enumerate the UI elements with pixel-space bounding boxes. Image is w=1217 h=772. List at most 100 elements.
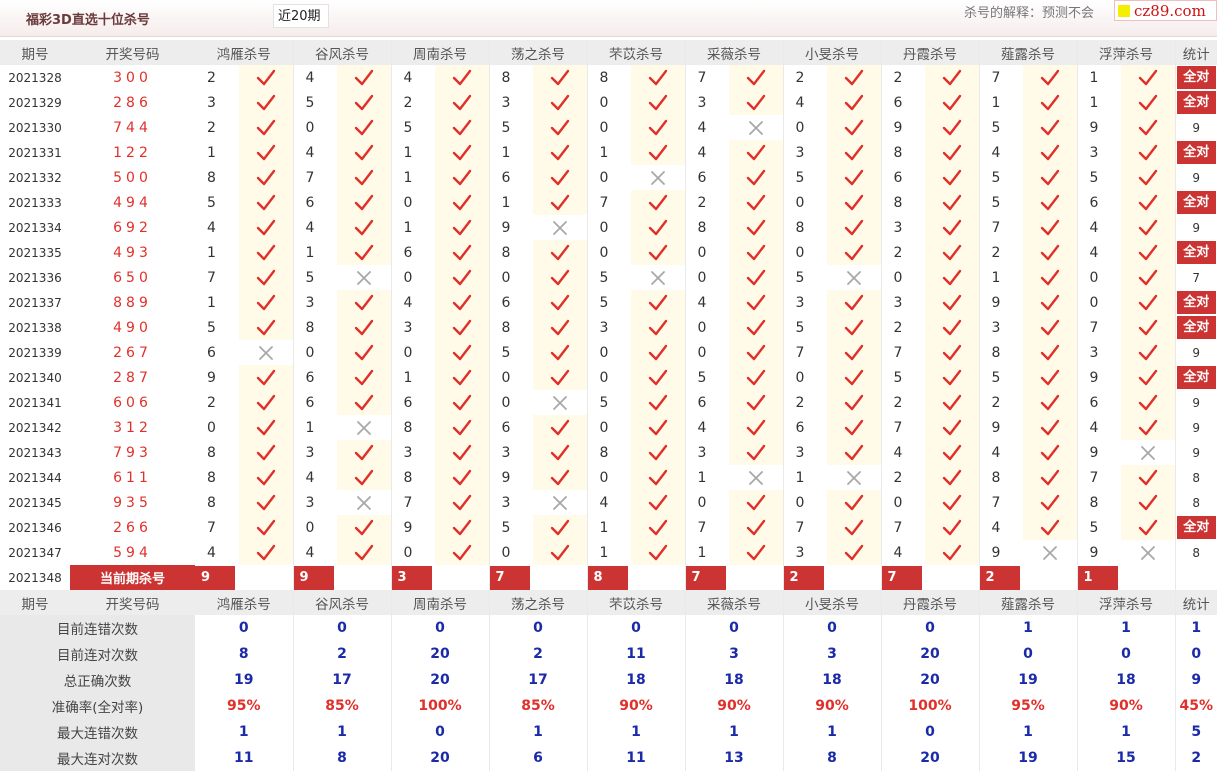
kill-number: 1: [390, 165, 435, 190]
hit-mark: [631, 390, 685, 415]
summary-value: 1: [238, 724, 249, 740]
hit-mark: [239, 290, 293, 315]
kill-number: 1: [782, 465, 827, 490]
kill-number: 1: [1076, 90, 1121, 115]
hit-mark: [435, 215, 489, 240]
hit-mark: [729, 165, 783, 190]
tick-icon: [1040, 494, 1059, 510]
tick-icon: [942, 494, 961, 510]
summary-value: 20: [390, 641, 489, 667]
row-stat: 8: [1174, 540, 1217, 565]
kill-number: 4: [1076, 215, 1121, 240]
draw-number: 606: [70, 390, 195, 415]
hit-mark: [827, 115, 881, 140]
kill-number: 7: [880, 415, 925, 440]
kill-number: 4: [292, 540, 337, 565]
summary-value: 95%: [978, 693, 1077, 719]
issue-number: 2021344: [0, 465, 70, 490]
kill-number: 7: [684, 515, 729, 540]
kill-number: 3: [782, 540, 827, 565]
kill-number: 9: [488, 215, 533, 240]
hit-mark: [925, 365, 979, 390]
kill-number: 0: [684, 265, 729, 290]
kill-number: 8: [880, 190, 925, 215]
hit-mark: [337, 240, 391, 265]
tick-icon: [354, 94, 373, 110]
summary-value: 95%: [226, 698, 261, 714]
tick-icon: [844, 294, 863, 310]
hit-mark: [435, 90, 489, 115]
top-bar: 福彩3D直选十位杀号 近20期 杀号的解释：预测不会 cz89.com: [0, 0, 1217, 37]
kill-number: 1: [195, 240, 239, 265]
summary-label: 准确率(全对率): [0, 693, 195, 719]
tick-icon: [550, 169, 569, 185]
summary-value: 18: [684, 667, 783, 693]
hit-mark: [827, 515, 881, 540]
kill-number: 6: [880, 165, 925, 190]
tick-icon: [256, 94, 275, 110]
hit-mark: [337, 340, 391, 365]
summary-value: 0: [1076, 641, 1175, 667]
summary-row: 准确率(全对率) 95% 85% 100% 85% 90% 90% 90% 100% 95% 90%…: [0, 693, 1217, 719]
tick-icon: [1040, 244, 1059, 260]
summary-value: 8: [238, 646, 249, 662]
tick-icon: [452, 419, 471, 435]
current-kill-badge: 2: [980, 565, 1020, 590]
summary-stat: 9: [1174, 667, 1217, 693]
hit-mark: [925, 340, 979, 365]
kill-number: 0: [782, 115, 827, 140]
kill-number: 4: [684, 415, 729, 440]
kill-number: 7: [1076, 465, 1121, 490]
current-kill-badge: 7: [882, 565, 922, 590]
kill-number: 5: [390, 115, 435, 140]
kill-number: 4: [1076, 240, 1121, 265]
site-logo[interactable]: cz89.com: [1114, 0, 1217, 21]
kill-number: 3: [782, 440, 827, 465]
hit-mark: [1023, 465, 1077, 490]
tick-icon: [1138, 94, 1157, 110]
kill-number: 0: [880, 265, 925, 290]
tick-icon: [942, 394, 961, 410]
kill-number: 0: [390, 340, 435, 365]
summary-value: 3: [782, 641, 881, 667]
summary-value: 1: [292, 719, 391, 745]
hit-mark: [533, 190, 587, 215]
table-row: 2021335 493 1 1 6 8 0 0 0 2 2 4 全对: [0, 240, 1217, 265]
kill-number: 8: [488, 65, 533, 90]
kill-number: 1: [586, 515, 631, 540]
issue-number: 2021328: [0, 65, 70, 90]
tick-icon: [942, 269, 961, 285]
kill-number: 5: [1076, 515, 1121, 540]
hit-mark: [631, 490, 685, 515]
issue-number: 2021342: [0, 415, 70, 440]
summary-value: 0: [880, 719, 979, 745]
kill-number: 3: [292, 440, 337, 465]
tick-icon: [746, 144, 765, 160]
tick-icon: [844, 69, 863, 85]
summary-value: 11: [586, 745, 685, 771]
summary-row: 目前连错次数 0 0 0 0 0 0 0 0 1 1 1: [0, 615, 1217, 641]
tick-icon: [256, 294, 275, 310]
tick-icon: [942, 469, 961, 485]
tick-icon: [1040, 444, 1059, 460]
draw-number: 286: [70, 90, 195, 115]
kill-number: 3: [684, 90, 729, 115]
kill-number: 1: [390, 215, 435, 240]
kill-number: 7: [1076, 315, 1121, 340]
all-correct-badge: 全对: [1176, 316, 1216, 339]
summary-value: 1: [684, 719, 783, 745]
header-expert: 谷风杀号: [292, 590, 391, 615]
hit-mark: [1121, 340, 1175, 365]
summary-value: 19: [234, 672, 254, 688]
draw-number: 267: [70, 340, 195, 365]
row-stat: 9: [1174, 415, 1217, 440]
header-expert: 采薇杀号: [684, 590, 783, 615]
kill-number: 4: [978, 515, 1023, 540]
tick-icon: [844, 419, 863, 435]
hit-mark: [1023, 190, 1077, 215]
hit-mark: [925, 115, 979, 140]
cross-icon: [846, 470, 861, 485]
kill-number: 4: [978, 440, 1023, 465]
period-select[interactable]: 近20期: [273, 4, 329, 28]
kill-number: 7: [978, 490, 1023, 515]
